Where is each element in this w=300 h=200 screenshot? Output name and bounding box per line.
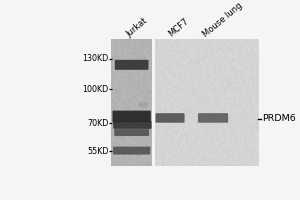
Bar — [152, 39, 155, 166]
FancyBboxPatch shape — [115, 60, 148, 70]
Text: PRDM6: PRDM6 — [262, 114, 296, 123]
FancyBboxPatch shape — [198, 113, 228, 123]
Text: MCF7: MCF7 — [167, 17, 190, 39]
FancyBboxPatch shape — [155, 113, 184, 123]
FancyBboxPatch shape — [113, 147, 150, 155]
FancyBboxPatch shape — [113, 121, 152, 129]
FancyBboxPatch shape — [114, 129, 149, 136]
Text: 130KD: 130KD — [82, 54, 108, 63]
Text: 55KD: 55KD — [87, 147, 108, 156]
Text: 70KD: 70KD — [87, 119, 108, 128]
Text: Mouse lung: Mouse lung — [201, 1, 244, 39]
Bar — [155, 39, 258, 166]
FancyBboxPatch shape — [112, 111, 151, 122]
FancyBboxPatch shape — [139, 102, 148, 107]
Text: 100KD: 100KD — [82, 85, 108, 94]
Text: Jurkat: Jurkat — [125, 16, 149, 39]
Bar — [111, 39, 153, 166]
